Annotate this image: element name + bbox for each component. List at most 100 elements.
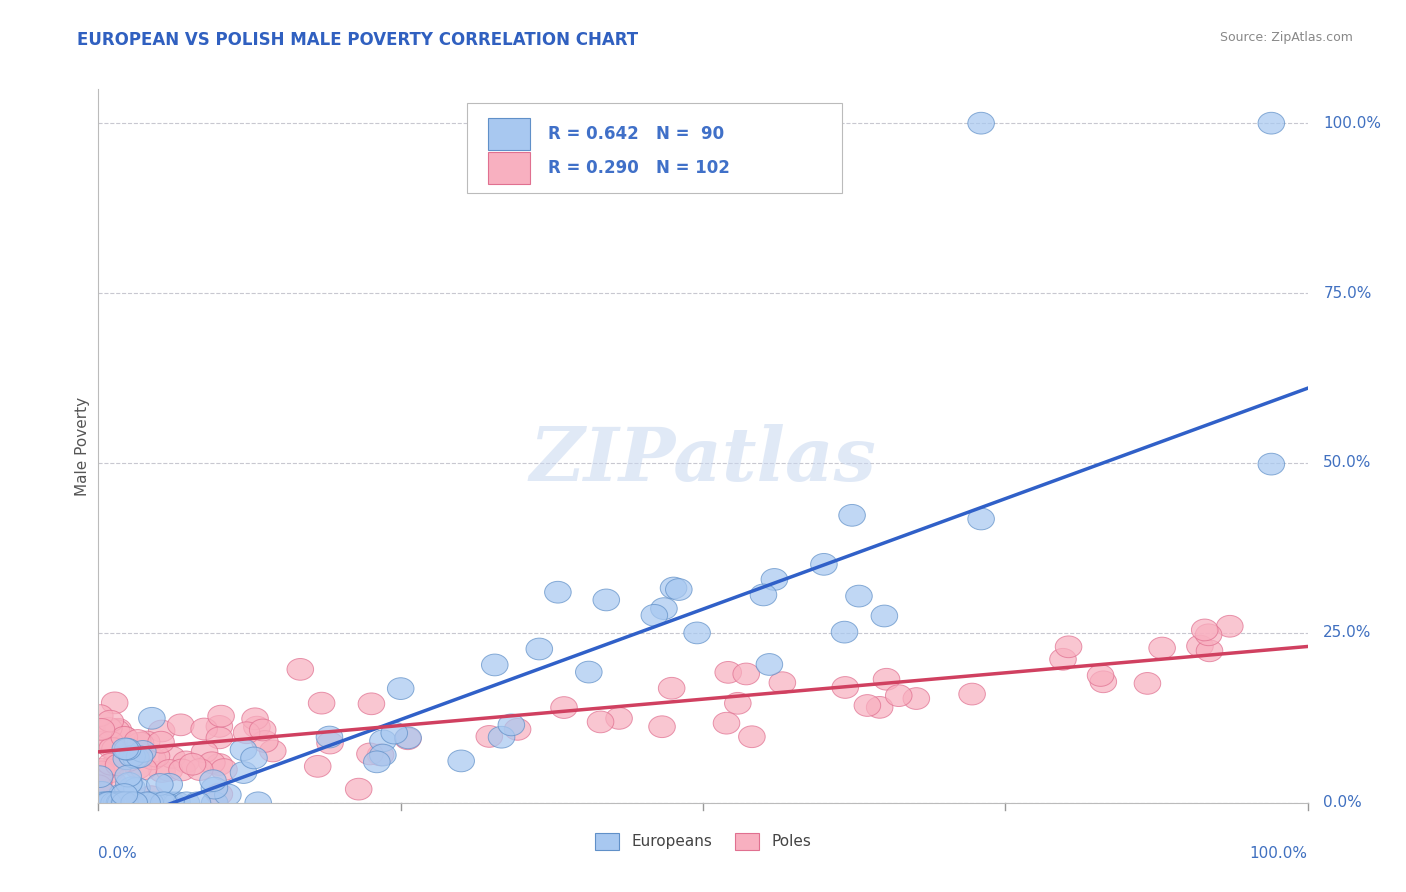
Ellipse shape <box>101 792 128 814</box>
Ellipse shape <box>127 732 153 754</box>
Text: 100.0%: 100.0% <box>1250 846 1308 861</box>
Ellipse shape <box>134 792 160 814</box>
Ellipse shape <box>588 711 614 732</box>
Ellipse shape <box>115 749 142 772</box>
Ellipse shape <box>149 761 176 782</box>
Ellipse shape <box>245 792 271 814</box>
Ellipse shape <box>811 553 837 575</box>
Ellipse shape <box>179 754 205 775</box>
Ellipse shape <box>97 731 124 753</box>
Ellipse shape <box>139 707 165 729</box>
Ellipse shape <box>135 792 162 814</box>
Ellipse shape <box>115 772 142 794</box>
Ellipse shape <box>967 508 994 530</box>
Ellipse shape <box>91 792 118 814</box>
Ellipse shape <box>207 783 232 805</box>
Ellipse shape <box>108 792 134 814</box>
Ellipse shape <box>107 792 134 814</box>
Ellipse shape <box>231 762 257 783</box>
Ellipse shape <box>1258 453 1285 475</box>
Ellipse shape <box>86 766 112 788</box>
Ellipse shape <box>118 777 145 798</box>
Ellipse shape <box>124 778 150 799</box>
Ellipse shape <box>713 713 740 734</box>
Ellipse shape <box>658 677 685 699</box>
Ellipse shape <box>98 792 124 814</box>
Ellipse shape <box>111 784 138 805</box>
Ellipse shape <box>357 743 384 764</box>
Ellipse shape <box>134 731 160 753</box>
Ellipse shape <box>131 758 157 780</box>
Ellipse shape <box>111 792 138 814</box>
Ellipse shape <box>111 792 138 814</box>
Ellipse shape <box>111 726 138 748</box>
Ellipse shape <box>240 747 267 769</box>
Ellipse shape <box>252 731 278 752</box>
Ellipse shape <box>173 751 200 772</box>
Ellipse shape <box>1197 640 1223 662</box>
Ellipse shape <box>316 726 343 747</box>
Ellipse shape <box>107 792 134 814</box>
Ellipse shape <box>872 605 897 627</box>
Ellipse shape <box>89 761 115 782</box>
Ellipse shape <box>606 707 633 730</box>
Ellipse shape <box>287 658 314 681</box>
Ellipse shape <box>89 781 115 803</box>
Ellipse shape <box>86 772 112 793</box>
Ellipse shape <box>714 662 741 683</box>
Legend: Europeans, Poles: Europeans, Poles <box>588 827 818 855</box>
Ellipse shape <box>86 775 111 797</box>
Ellipse shape <box>756 654 783 675</box>
Ellipse shape <box>967 112 994 134</box>
FancyBboxPatch shape <box>467 103 842 193</box>
Ellipse shape <box>231 739 257 761</box>
Ellipse shape <box>128 746 155 767</box>
Ellipse shape <box>364 751 389 772</box>
Ellipse shape <box>751 584 776 606</box>
Ellipse shape <box>100 792 127 814</box>
Ellipse shape <box>118 792 145 814</box>
Ellipse shape <box>769 672 796 694</box>
Ellipse shape <box>831 621 858 643</box>
Ellipse shape <box>683 622 710 644</box>
Ellipse shape <box>94 792 121 814</box>
Text: Source: ZipAtlas.com: Source: ZipAtlas.com <box>1219 31 1353 45</box>
Ellipse shape <box>89 758 114 780</box>
Ellipse shape <box>139 747 166 770</box>
Ellipse shape <box>156 760 183 781</box>
Ellipse shape <box>370 744 396 766</box>
Ellipse shape <box>370 730 396 752</box>
Ellipse shape <box>853 695 880 716</box>
Ellipse shape <box>104 748 131 771</box>
Ellipse shape <box>381 723 408 744</box>
Ellipse shape <box>114 739 141 760</box>
Text: 0.0%: 0.0% <box>98 846 138 861</box>
Ellipse shape <box>191 741 218 763</box>
FancyBboxPatch shape <box>488 152 530 184</box>
Ellipse shape <box>152 792 179 814</box>
Ellipse shape <box>207 754 232 775</box>
Ellipse shape <box>346 779 373 800</box>
Ellipse shape <box>260 740 285 762</box>
Ellipse shape <box>1056 636 1081 657</box>
Ellipse shape <box>641 605 668 626</box>
Ellipse shape <box>201 777 228 799</box>
Ellipse shape <box>87 762 114 783</box>
Ellipse shape <box>648 716 675 738</box>
Text: 25.0%: 25.0% <box>1323 625 1372 640</box>
Ellipse shape <box>127 746 153 768</box>
Ellipse shape <box>173 792 200 814</box>
Ellipse shape <box>118 746 145 767</box>
Ellipse shape <box>97 761 124 783</box>
Ellipse shape <box>575 661 602 683</box>
Ellipse shape <box>207 727 232 748</box>
Ellipse shape <box>198 752 225 773</box>
Ellipse shape <box>141 792 167 814</box>
Ellipse shape <box>208 706 235 727</box>
Ellipse shape <box>101 792 128 814</box>
Ellipse shape <box>122 747 149 769</box>
Ellipse shape <box>305 756 330 777</box>
Ellipse shape <box>187 759 214 780</box>
Ellipse shape <box>477 725 502 747</box>
Ellipse shape <box>211 759 238 780</box>
